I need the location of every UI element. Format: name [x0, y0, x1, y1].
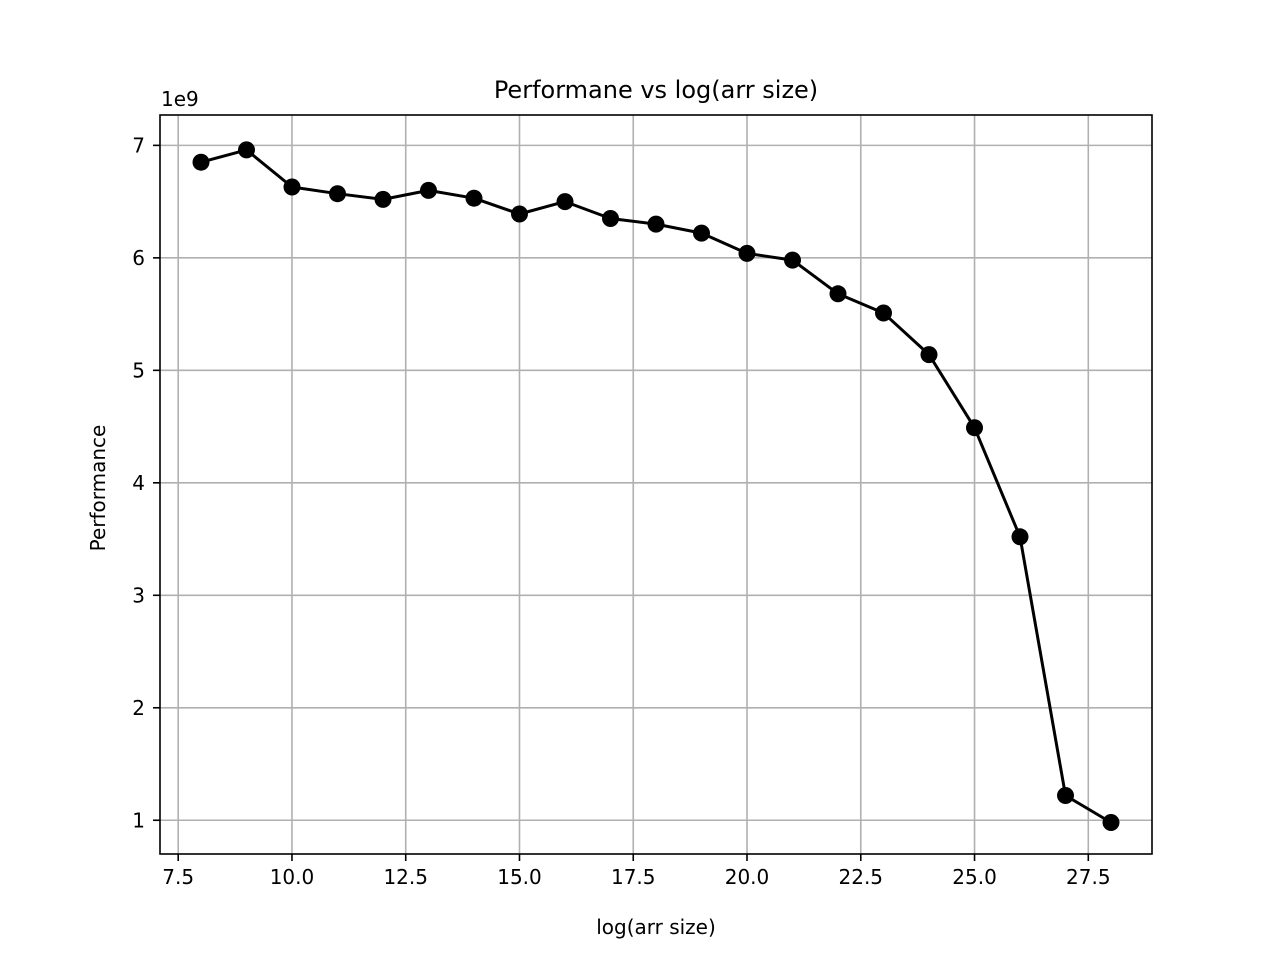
x-tick-label: 7.5	[162, 865, 194, 889]
x-axis-label: log(arr size)	[596, 915, 716, 939]
series-layer	[192, 141, 1120, 831]
data-point	[920, 346, 938, 364]
data-point	[238, 141, 255, 159]
data-point	[374, 190, 392, 208]
data-point	[738, 244, 756, 262]
data-point	[784, 251, 801, 269]
x-tick-label: 15.0	[497, 865, 542, 889]
x-tick-label: 10.0	[270, 865, 315, 889]
y-tick-label: 5	[132, 358, 145, 382]
x-tick-label: 12.5	[383, 865, 428, 889]
axes-frame	[159, 114, 1153, 855]
data-point	[283, 178, 301, 196]
x-tick-label: 27.5	[1066, 865, 1111, 889]
y-tick-label: 7	[132, 133, 145, 157]
y-tick-label: 3	[132, 583, 145, 607]
y-axis-ticks: 1 2 3 4 5 6 7	[132, 133, 160, 832]
data-point	[511, 205, 528, 223]
data-point	[1057, 787, 1074, 804]
data-point	[465, 189, 483, 207]
y-tick-label: 2	[132, 696, 145, 720]
data-point	[602, 210, 619, 227]
chart-title: Performane vs log(arr size)	[494, 76, 818, 104]
x-tick-label: 25.0	[952, 865, 997, 889]
data-point	[556, 193, 574, 211]
data-point	[329, 185, 346, 203]
data-point	[192, 153, 210, 171]
data-point	[966, 419, 983, 437]
y-offset-label: 1e9	[161, 87, 199, 111]
y-axis-label: Performance	[86, 425, 110, 552]
x-axis-ticks: 7.5 10.0 12.5 15.0 17.5 20.0 22.5 25.0 27.5	[162, 854, 1111, 889]
data-point	[647, 215, 665, 233]
data-point	[1011, 528, 1029, 546]
data-point	[1102, 814, 1120, 831]
data-point	[420, 181, 437, 199]
y-tick-label: 1	[132, 808, 145, 832]
x-tick-label: 17.5	[611, 865, 656, 889]
x-tick-label: 20.0	[725, 865, 770, 889]
data-point	[875, 304, 892, 322]
y-tick-label: 6	[132, 246, 145, 270]
data-point	[829, 285, 847, 303]
data-point	[693, 224, 710, 242]
x-tick-label: 22.5	[839, 865, 884, 889]
grid	[160, 115, 1152, 854]
y-tick-label: 4	[132, 471, 145, 495]
